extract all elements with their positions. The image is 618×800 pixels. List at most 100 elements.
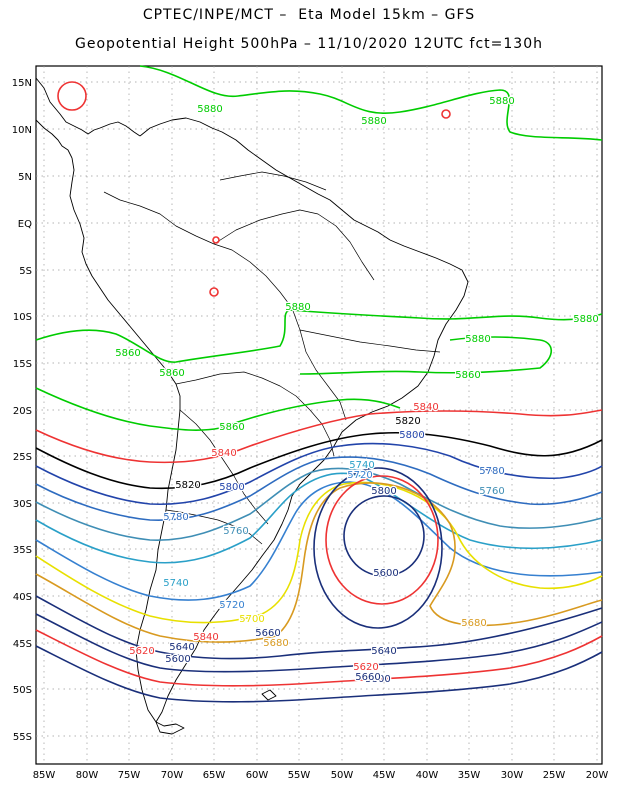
contour-5640 <box>35 613 603 673</box>
contour-5760 <box>35 467 603 541</box>
latitude-label: 15N <box>12 78 32 89</box>
contour-label: 5640 <box>169 642 194 653</box>
contour-label: 5780 <box>479 466 504 477</box>
contour-label: 5800 <box>219 482 244 493</box>
contour-label: 5780 <box>163 512 188 523</box>
contour-label: 5820 <box>175 480 200 491</box>
contour-5800 <box>35 442 603 506</box>
cutoff-low-ring-3 <box>313 467 443 629</box>
contour-5880-south <box>299 336 553 375</box>
contour-labels: 5880 5880 5880 5880 5880 5880 5860 5860 5860 5860… <box>114 95 600 687</box>
latitude-label: 35S <box>13 545 32 556</box>
contour-5600-lowband <box>35 645 603 703</box>
closed-contour-caribbean <box>57 81 87 111</box>
contour-label: 5860 <box>115 348 140 359</box>
latitude-label: 45S <box>13 639 32 650</box>
contour-5860 <box>35 387 401 431</box>
latitude-label: 5S <box>19 266 32 277</box>
contour-5620 <box>35 629 603 687</box>
contour-5880-north <box>139 65 603 141</box>
contour-label: 5760 <box>223 526 248 537</box>
country-borders-7 <box>213 209 375 281</box>
contour-label: 5760 <box>479 486 504 497</box>
cutoff-low-ring-2 <box>325 475 439 605</box>
central-america-coast <box>35 77 141 137</box>
map-frame <box>35 65 603 765</box>
contour-label: 5840 <box>211 448 236 459</box>
coastline <box>35 77 469 735</box>
contour-label: 5620 <box>353 662 378 673</box>
latitude-label: 25S <box>13 452 32 463</box>
contour-label: 5680 <box>263 638 288 649</box>
closed-contour-amazon-1 <box>212 236 220 244</box>
contour-label: 5680 <box>461 618 486 629</box>
contour-label: 5600 <box>373 568 398 579</box>
latitude-label: 55S <box>13 732 32 743</box>
contour-label: 5720 <box>219 600 244 611</box>
latitude-label: 20S <box>13 406 32 417</box>
contour-label: 5880 <box>197 104 222 115</box>
latitude-label: 30S <box>13 499 32 510</box>
contour-label: 5840 <box>413 402 438 413</box>
latitude-label: EQ <box>18 219 32 230</box>
contour-label: 5620 <box>129 646 154 657</box>
latitude-label: 15S <box>13 359 32 370</box>
latitude-label: 5N <box>18 172 32 183</box>
contour-label: 5880 <box>465 334 490 345</box>
contour-5880-central <box>35 309 603 363</box>
contour-5660 <box>35 595 603 660</box>
longitude-label: 75W <box>118 770 141 781</box>
longitude-label: 40W <box>416 770 439 781</box>
longitude-label: 85W <box>33 770 56 781</box>
falkland-islands <box>261 689 277 701</box>
contour-lines <box>35 65 603 703</box>
contour-label: 5800 <box>371 486 396 497</box>
country-borders-3 <box>179 409 269 525</box>
country-borders-6 <box>299 329 441 353</box>
contour-label: 5840 <box>193 632 218 643</box>
contour-label: 5880 <box>573 314 598 325</box>
contour-label: 5860 <box>219 422 244 433</box>
latitude-label: 50S <box>13 685 32 696</box>
longitude-label: 65W <box>203 770 226 781</box>
longitude-label: 35W <box>458 770 481 781</box>
country-borders <box>103 191 347 421</box>
latitude-label: 10N <box>12 125 32 136</box>
contour-label: 5880 <box>285 302 310 313</box>
contour-label: 5820 <box>395 416 420 427</box>
longitude-label: 20W <box>586 770 609 781</box>
longitude-label: 60W <box>246 770 269 781</box>
contour-label: 5860 <box>455 370 480 381</box>
longitude-label: 25W <box>543 770 566 781</box>
contour-label: 5800 <box>399 430 424 441</box>
atlantic-coast <box>155 239 469 723</box>
axis-labels: 15N 10N 5N EQ 5S 10S 15S 20S 25S 30S 35S 40S 45S 50S 5… <box>12 78 609 781</box>
country-borders-2 <box>175 371 335 457</box>
longitude-label: 80W <box>76 770 99 781</box>
closed-contour-small <box>441 109 451 119</box>
closed-contour-amazon-2 <box>209 287 219 297</box>
contour-label: 5660 <box>255 628 280 639</box>
latitude-label: 10S <box>13 312 32 323</box>
cutoff-low-ring-1 <box>343 495 425 577</box>
country-borders-5 <box>165 509 263 545</box>
contour-label: 5700 <box>239 614 264 625</box>
longitude-label: 55W <box>288 770 311 781</box>
contour-5680 <box>35 482 603 643</box>
contour-5820 <box>35 431 603 490</box>
tierra-del-fuego <box>155 721 185 735</box>
longitude-label: 50W <box>331 770 354 781</box>
longitude-label: 30W <box>501 770 524 781</box>
contour-5740 <box>35 472 603 564</box>
contour-5700 <box>35 481 603 624</box>
map-title: CPTEC/INPE/MCT – Eta Model 15km – GFS <box>142 7 476 23</box>
contour-label: 5720 <box>347 470 372 481</box>
contour-label: 5600 <box>165 654 190 665</box>
caribbean-coast <box>139 117 391 241</box>
contour-label: 5860 <box>159 368 184 379</box>
contour-5720 <box>35 481 603 601</box>
graticule <box>36 66 602 764</box>
contour-label: 5740 <box>349 460 374 471</box>
longitude-label: 45W <box>373 770 396 781</box>
